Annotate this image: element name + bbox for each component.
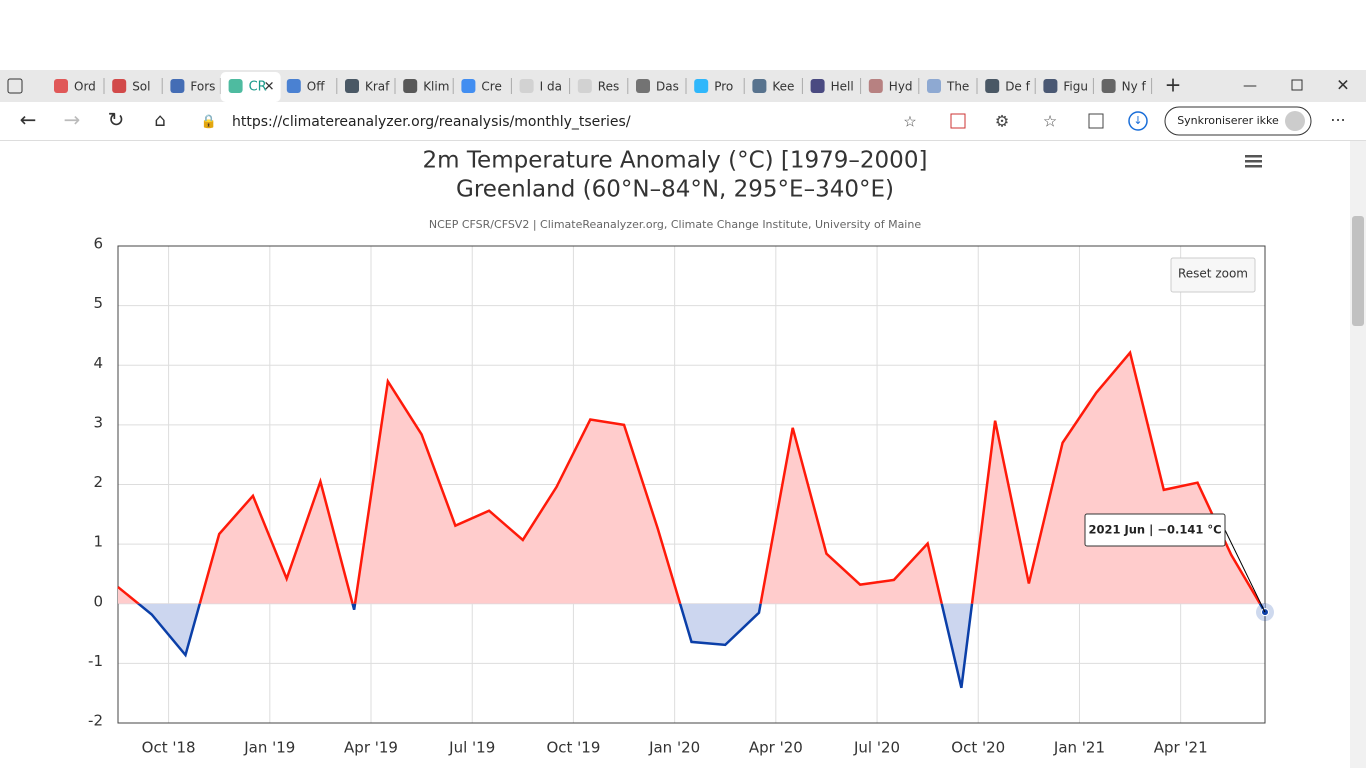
line-positive: [117, 350, 1262, 604]
y-tick-label: 2: [93, 473, 103, 491]
tab-label[interactable]: Kee: [772, 80, 794, 94]
new-tab[interactable]: +: [1165, 73, 1182, 97]
reset-zoom-button[interactable]: [1170, 257, 1256, 293]
tab-label[interactable]: CR: [249, 80, 267, 95]
tab-label[interactable]: Klim: [423, 80, 449, 94]
tab-label[interactable]: Cre: [481, 80, 501, 94]
tab-label[interactable]: Figu: [1063, 80, 1088, 94]
tab-icon[interactable]: [636, 79, 650, 93]
sync-button[interactable]: [1164, 106, 1312, 136]
x-tick-label: Oct '18: [142, 739, 196, 757]
x-tick-label: Jan '21: [1053, 739, 1105, 757]
y-tick-label: 4: [93, 354, 103, 372]
tab-icon[interactable]: [54, 79, 68, 93]
downloads-icon: ↓: [1133, 114, 1142, 127]
favorite[interactable]: ☆: [903, 113, 916, 131]
x-tick-label: Apr '21: [1154, 739, 1208, 757]
tooltip-text: 2021 Jun | −0.141 °C: [1088, 523, 1221, 537]
area-positive: [118, 352, 1265, 604]
maximize[interactable]: [1291, 79, 1303, 91]
back[interactable]: ←: [20, 108, 37, 132]
tab-label[interactable]: Hell: [831, 80, 854, 94]
tab-label[interactable]: De f: [1005, 80, 1030, 94]
tab-label[interactable]: Res: [598, 80, 619, 94]
tab-icon[interactable]: [461, 79, 476, 93]
tab-icon[interactable]: [868, 79, 883, 93]
address-bar[interactable]: [188, 106, 930, 136]
area-negative: [118, 603, 1265, 688]
tab-icon[interactable]: [170, 79, 185, 93]
extension[interactable]: [950, 113, 966, 129]
y-tick-label: -1: [88, 652, 103, 670]
tab-icon[interactable]: [228, 79, 243, 93]
downloads[interactable]: [1128, 111, 1148, 131]
tab-label[interactable]: Sol: [132, 80, 150, 94]
tab-icon[interactable]: [810, 79, 825, 93]
scroll-thumb[interactable]: [1352, 216, 1364, 326]
menu[interactable]: ···: [1330, 111, 1345, 130]
x-tick-label: Jan '19: [243, 739, 295, 757]
tooltip: [1084, 513, 1226, 547]
tab-icon[interactable]: [1043, 79, 1058, 93]
x-tick-label: Jul '20: [853, 739, 900, 757]
tab-close[interactable]: ✕: [264, 80, 275, 95]
chart-menu[interactable]: [1245, 155, 1262, 168]
avatar[interactable]: [1285, 111, 1305, 131]
tooltip-connector: [1224, 529, 1266, 613]
sync-label: Synkroniserer ikke: [1177, 114, 1279, 127]
x-tick-label: Apr '20: [749, 739, 803, 757]
home[interactable]: ⌂: [154, 110, 165, 131]
tab-icon[interactable]: [985, 79, 1000, 93]
tab-icon[interactable]: [519, 79, 534, 93]
tab-icon[interactable]: [345, 79, 359, 93]
tab-label[interactable]: I da: [540, 80, 562, 94]
tab-icon[interactable]: [577, 79, 592, 93]
y-tick-label: 0: [93, 592, 103, 610]
url[interactable]: https://climatereanalyzer.org/reanalysis…: [232, 114, 631, 130]
tab-icon[interactable]: [112, 79, 127, 93]
y-tick-label: 1: [93, 533, 103, 551]
x-tick-label: Jan '20: [648, 739, 700, 757]
tab-label[interactable]: Das: [656, 80, 679, 94]
tab-icon[interactable]: [286, 79, 301, 93]
extensions[interactable]: ⚙: [995, 112, 1009, 131]
line-negative: [136, 603, 1267, 689]
tab-label[interactable]: Ord: [74, 80, 96, 94]
minimize[interactable]: —: [1243, 78, 1257, 94]
tab-icon[interactable]: [403, 79, 418, 93]
tab-label[interactable]: Kraf: [365, 80, 390, 94]
forward[interactable]: →: [64, 108, 81, 132]
y-tick-label: -2: [88, 712, 103, 730]
x-tick-label: Jul '19: [448, 739, 495, 757]
tab-actions[interactable]: [7, 78, 23, 94]
y-tick-label: 3: [93, 413, 103, 431]
collections[interactable]: [1088, 113, 1104, 129]
tab-label[interactable]: Pro: [714, 80, 733, 94]
reset-zoom-label[interactable]: Reset zoom: [1178, 267, 1248, 281]
x-tick-label: Apr '19: [344, 739, 398, 757]
lock-icon[interactable]: 🔒: [201, 115, 217, 130]
tab-label[interactable]: Fors: [190, 80, 215, 94]
tab-icon[interactable]: [1101, 79, 1116, 93]
tab-icon[interactable]: [752, 79, 767, 93]
tab-label[interactable]: Hyd: [889, 80, 913, 94]
x-tick-label: Oct '20: [951, 739, 1005, 757]
tab-label[interactable]: Ny f: [1122, 80, 1147, 94]
refresh[interactable]: ↻: [108, 108, 125, 132]
chart-subtitle: Greenland (60°N–84°N, 295°E–340°E): [456, 177, 894, 203]
favorites[interactable]: ☆: [1043, 112, 1057, 131]
plot-border: [117, 245, 1266, 724]
tab-label[interactable]: Off: [307, 80, 325, 94]
tab-icon[interactable]: [694, 79, 709, 93]
tab-icon[interactable]: [927, 79, 941, 93]
x-tick-label: Oct '19: [546, 739, 600, 757]
chart-title: 2m Temperature Anomaly (°C) [1979–2000]: [423, 148, 928, 174]
close-window[interactable]: ✕: [1336, 76, 1349, 95]
y-tick-label: 6: [93, 235, 103, 253]
tab-label[interactable]: The: [946, 80, 969, 94]
chart-source: NCEP CFSR/CFSV2 | ClimateReanalyzer.org,…: [429, 218, 921, 231]
y-tick-label: 5: [93, 294, 103, 312]
